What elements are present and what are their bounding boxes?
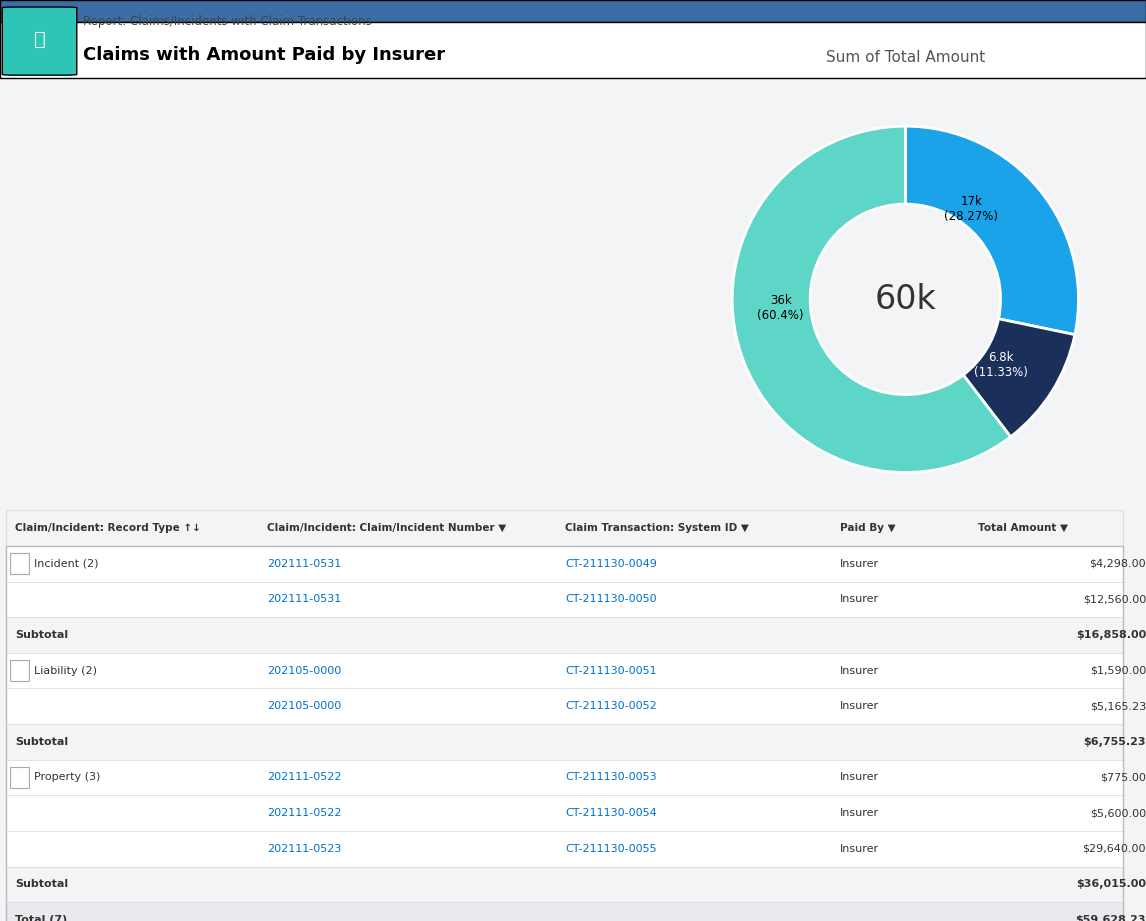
Title: Sum of Total Amount: Sum of Total Amount bbox=[826, 50, 984, 65]
FancyBboxPatch shape bbox=[10, 660, 29, 681]
Text: Insurer: Insurer bbox=[840, 808, 879, 818]
Wedge shape bbox=[964, 319, 1075, 437]
FancyBboxPatch shape bbox=[6, 653, 1123, 688]
Text: $36,015.00: $36,015.00 bbox=[1076, 880, 1146, 890]
Text: CT-211130-0051: CT-211130-0051 bbox=[565, 666, 657, 676]
Text: Claims with Amount Paid by Insurer: Claims with Amount Paid by Insurer bbox=[83, 46, 445, 64]
FancyBboxPatch shape bbox=[6, 867, 1123, 903]
Text: $5,600.00: $5,600.00 bbox=[1090, 808, 1146, 818]
Text: $1,590.00: $1,590.00 bbox=[1090, 666, 1146, 676]
FancyBboxPatch shape bbox=[10, 554, 29, 574]
Text: 202111-0523: 202111-0523 bbox=[267, 844, 342, 854]
Text: CT-211130-0052: CT-211130-0052 bbox=[565, 701, 657, 711]
FancyBboxPatch shape bbox=[6, 617, 1123, 653]
Legend: Incident, Liability, Property: Incident, Liability, Property bbox=[610, 560, 855, 605]
Text: Incident (2): Incident (2) bbox=[34, 559, 99, 569]
Text: Claim/Incident: Claim/Incident Number ▼: Claim/Incident: Claim/Incident Number ▼ bbox=[267, 523, 507, 533]
Text: $775.00: $775.00 bbox=[1100, 773, 1146, 783]
FancyBboxPatch shape bbox=[6, 831, 1123, 867]
Text: Insurer: Insurer bbox=[840, 844, 879, 854]
FancyBboxPatch shape bbox=[6, 903, 1123, 921]
FancyBboxPatch shape bbox=[10, 767, 29, 787]
FancyBboxPatch shape bbox=[2, 7, 77, 76]
Text: Property (3): Property (3) bbox=[34, 773, 101, 783]
Wedge shape bbox=[732, 126, 1011, 472]
FancyBboxPatch shape bbox=[6, 546, 1123, 581]
Text: 202111-0531: 202111-0531 bbox=[267, 559, 342, 569]
Text: Paid By ▼: Paid By ▼ bbox=[840, 523, 896, 533]
Text: CT-211130-0050: CT-211130-0050 bbox=[565, 594, 657, 604]
Text: Total (7): Total (7) bbox=[15, 915, 68, 921]
Text: CT-211130-0049: CT-211130-0049 bbox=[565, 559, 657, 569]
Text: Subtotal: Subtotal bbox=[15, 880, 68, 890]
FancyBboxPatch shape bbox=[6, 724, 1123, 760]
Text: 202111-0531: 202111-0531 bbox=[267, 594, 342, 604]
Text: CT-211130-0053: CT-211130-0053 bbox=[565, 773, 657, 783]
Text: $6,755.23: $6,755.23 bbox=[1083, 737, 1146, 747]
FancyBboxPatch shape bbox=[6, 688, 1123, 724]
Text: Insurer: Insurer bbox=[840, 594, 879, 604]
Text: CT-211130-0054: CT-211130-0054 bbox=[565, 808, 657, 818]
FancyBboxPatch shape bbox=[6, 760, 1123, 795]
FancyBboxPatch shape bbox=[6, 510, 1123, 546]
Text: Subtotal: Subtotal bbox=[15, 630, 68, 640]
Text: 202111-0522: 202111-0522 bbox=[267, 808, 342, 818]
Text: Insurer: Insurer bbox=[840, 559, 879, 569]
Text: 36k
(60.4%): 36k (60.4%) bbox=[758, 294, 804, 322]
Text: 202111-0522: 202111-0522 bbox=[267, 773, 342, 783]
Text: $29,640.00: $29,640.00 bbox=[1083, 844, 1146, 854]
Text: $12,560.00: $12,560.00 bbox=[1083, 594, 1146, 604]
Text: Claim/Incident: Record Type ↑↓: Claim/Incident: Record Type ↑↓ bbox=[15, 523, 201, 533]
Text: Insurer: Insurer bbox=[840, 666, 879, 676]
FancyBboxPatch shape bbox=[6, 795, 1123, 831]
Text: 6.8k
(11.33%): 6.8k (11.33%) bbox=[974, 351, 1028, 379]
Text: Report: Claims/Incidents with Claim Transactions: Report: Claims/Incidents with Claim Tran… bbox=[83, 16, 371, 29]
Wedge shape bbox=[905, 126, 1078, 334]
Text: Subtotal: Subtotal bbox=[15, 737, 68, 747]
Text: Insurer: Insurer bbox=[840, 701, 879, 711]
Text: CT-211130-0055: CT-211130-0055 bbox=[565, 844, 657, 854]
Text: 17k
(28.27%): 17k (28.27%) bbox=[944, 195, 998, 223]
Text: Insurer: Insurer bbox=[840, 773, 879, 783]
FancyBboxPatch shape bbox=[0, 0, 1146, 22]
Text: $4,298.00: $4,298.00 bbox=[1090, 559, 1146, 569]
Text: $5,165.23: $5,165.23 bbox=[1090, 701, 1146, 711]
Text: Liability (2): Liability (2) bbox=[34, 666, 97, 676]
Text: 60k: 60k bbox=[874, 283, 936, 316]
Text: Total Amount ▼: Total Amount ▼ bbox=[978, 523, 1068, 533]
Text: $16,858.00: $16,858.00 bbox=[1076, 630, 1146, 640]
FancyBboxPatch shape bbox=[6, 581, 1123, 617]
Text: 202105-0000: 202105-0000 bbox=[267, 666, 342, 676]
Text: Claim Transaction: System ID ▼: Claim Transaction: System ID ▼ bbox=[565, 523, 748, 533]
Text: 202105-0000: 202105-0000 bbox=[267, 701, 342, 711]
Text: $59,628.23: $59,628.23 bbox=[1075, 915, 1146, 921]
FancyBboxPatch shape bbox=[0, 22, 1146, 78]
Text: 📋: 📋 bbox=[34, 29, 46, 49]
